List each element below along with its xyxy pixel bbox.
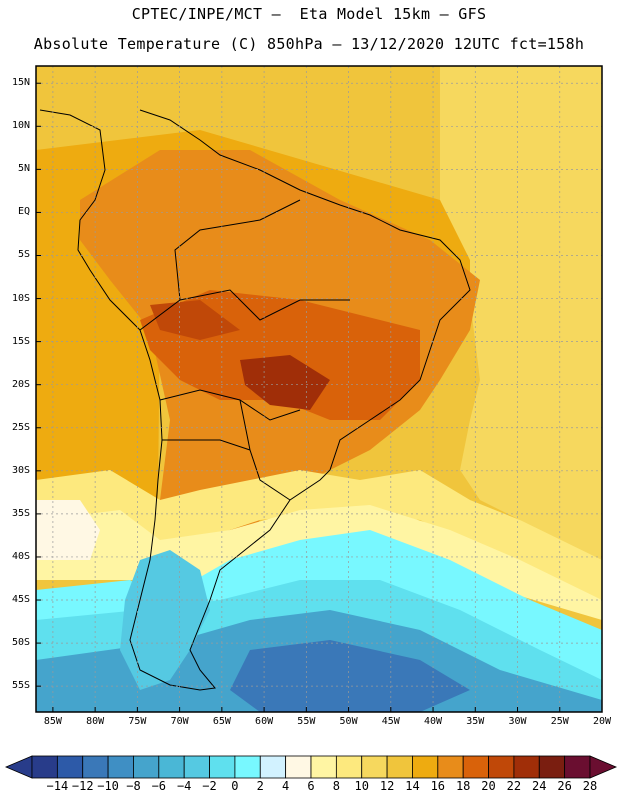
country-border-5 <box>162 439 251 451</box>
colorbar-swatch <box>488 755 515 779</box>
lon-label: 35W <box>466 716 485 727</box>
lon-label: 25W <box>550 716 569 727</box>
lat-label: 15N <box>11 77 30 89</box>
lat-label: 15S <box>11 335 30 347</box>
lon-label: 60W <box>255 716 274 727</box>
lon-label: 75W <box>128 716 147 727</box>
map-frame <box>35 65 603 713</box>
colorbar-swatch <box>259 755 287 779</box>
colorbar-swatch <box>437 755 464 779</box>
lon-label: 55W <box>297 716 316 727</box>
lat-label: 10S <box>11 292 30 304</box>
colorbar-label: 24 <box>532 779 547 793</box>
lon-label: 50W <box>339 716 358 727</box>
colorbar-swatch <box>310 755 337 779</box>
colorbar <box>4 755 618 779</box>
lon-label: 45W <box>381 716 400 727</box>
country-border-3 <box>174 199 301 301</box>
colorbar-label: 16 <box>430 779 446 793</box>
lon-label: 20W <box>592 716 612 727</box>
tropical-atlantic-field <box>440 66 602 560</box>
colorbar-swatch <box>107 755 134 779</box>
colorbar-label: 10 <box>354 779 369 793</box>
colorbar-label: 2 <box>256 779 264 793</box>
colorbar-label: −8 <box>126 779 141 793</box>
colorbar-label: −10 <box>97 779 119 793</box>
lat-label: 5S <box>17 249 30 261</box>
colorbar-swatch <box>564 755 591 779</box>
colorbar-swatch <box>82 755 109 779</box>
chart-title: CPTEC/INPE/MCT – Eta Model 15km – GFS <box>131 5 487 23</box>
colorbar-swatch <box>386 755 413 779</box>
colorbar-swatch <box>133 755 160 779</box>
colorbar-label: −6 <box>151 779 167 793</box>
colorbar-swatch <box>209 755 236 779</box>
country-border-4 <box>239 399 291 501</box>
lat-label: 25S <box>11 421 30 433</box>
colorbar-label: 0 <box>231 779 239 793</box>
colorbar-label: 18 <box>455 779 471 793</box>
lat-label: 40S <box>11 550 30 562</box>
lat-label: 20S <box>11 378 30 390</box>
lat-label: 50S <box>11 637 30 649</box>
colorbar-swatch <box>361 755 388 779</box>
colorbar-swatch <box>158 755 185 779</box>
colorbar-swatch <box>56 755 84 779</box>
colorbar-swatch <box>285 755 312 779</box>
lat-label: 10N <box>11 120 30 132</box>
lon-label: 30W <box>508 716 527 727</box>
lat-label: 35S <box>11 507 30 519</box>
colorbar-swatch <box>513 755 540 779</box>
south-yellow-belt <box>36 470 602 600</box>
pacific-subtropics <box>36 240 160 520</box>
lat-label: EQ <box>17 206 30 218</box>
patagonia <box>120 550 210 690</box>
west-pale <box>36 500 100 560</box>
lat-label: 45S <box>11 594 30 606</box>
colorbar-label: −12 <box>71 779 94 793</box>
lat-label: 55S <box>11 680 30 692</box>
colorbar-label: 4 <box>282 779 290 793</box>
colorbar-label: 20 <box>481 779 496 793</box>
colorbar-label: −14 <box>46 779 69 793</box>
colorbar-swatch <box>234 755 261 779</box>
lat-label: 5N <box>17 163 30 175</box>
country-border-1 <box>139 289 350 331</box>
colorbar-swatch <box>183 755 210 779</box>
colorbar-swatch <box>462 755 489 779</box>
coastline <box>39 109 471 691</box>
cold-ocean-4 <box>230 640 470 712</box>
colorbar-label: −2 <box>202 779 217 793</box>
lon-label: 70W <box>170 716 189 727</box>
colorbar-label: 12 <box>379 779 395 793</box>
lon-label: 85W <box>43 716 62 727</box>
hottest-core <box>240 355 330 410</box>
colorbar-arrow-right <box>589 755 618 779</box>
lat-label: 30S <box>11 464 30 476</box>
colorbar-arrow-left <box>4 755 33 779</box>
colorbar-swatch <box>538 755 566 779</box>
colorbar-label: 14 <box>405 779 420 793</box>
chart-subtitle: Absolute Temperature (C) 850hPa – 13/12/… <box>33 35 585 53</box>
hot-core-north <box>150 300 240 340</box>
colorbar-swatch <box>335 755 363 779</box>
colorbar-label: 8 <box>332 779 340 793</box>
colorbar-label: 6 <box>307 779 315 793</box>
colorbar-label: −4 <box>176 779 192 793</box>
colorbar-swatch <box>31 755 58 779</box>
colorbar-label: 26 <box>557 779 572 793</box>
colorbar-label: 22 <box>506 779 522 793</box>
lon-label: 40W <box>424 716 443 727</box>
lon-label: 65W <box>212 716 231 727</box>
colorbar-label: 28 <box>582 779 598 793</box>
colorbar-swatch <box>412 755 439 779</box>
lon-label: 80W <box>86 716 105 727</box>
